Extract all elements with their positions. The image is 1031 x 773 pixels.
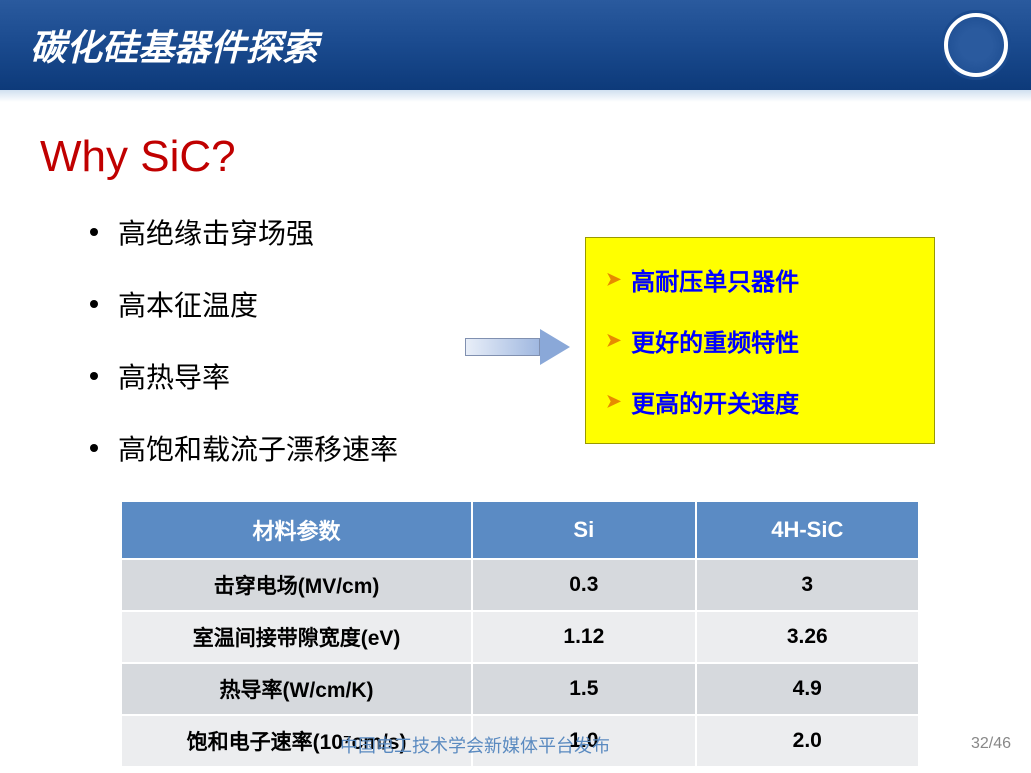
arrow-icon xyxy=(465,332,575,362)
watermark-text: 中国电工技术学会新媒体平台发布 xyxy=(340,732,610,758)
highlight-item: ➤ 更好的重频特性 xyxy=(606,323,914,358)
slide-content: Why SiC? 高绝缘击穿场强 高本征温度 高热导率 高饱和载流子漂移速率 ➤… xyxy=(0,102,1031,768)
slide-header: 碳化硅基器件探索 xyxy=(0,0,1031,90)
table-header: 材料参数 xyxy=(121,501,472,559)
comparison-table: 材料参数 Si 4H-SiC 击穿电场(MV/cm) 0.3 3 室温间接带隙宽… xyxy=(120,500,920,768)
highlight-text: 高耐压单只器件 xyxy=(631,262,799,297)
section-title: Why SiC? xyxy=(40,132,991,182)
table-header-row: 材料参数 Si 4H-SiC xyxy=(121,501,919,559)
table-cell: 4.9 xyxy=(696,663,919,715)
page-current: 32 xyxy=(971,735,989,752)
table-row: 热导率(W/cm/K) 1.5 4.9 xyxy=(121,663,919,715)
table-cell: 击穿电场(MV/cm) xyxy=(121,559,472,611)
highlight-box: ➤ 高耐压单只器件 ➤ 更好的重频特性 ➤ 更高的开关速度 xyxy=(585,237,935,444)
bullet-dot-icon xyxy=(90,372,98,380)
comparison-table-wrap: 材料参数 Si 4H-SiC 击穿电场(MV/cm) 0.3 3 室温间接带隙宽… xyxy=(120,500,920,768)
table-cell: 3.26 xyxy=(696,611,919,663)
chevron-icon: ➤ xyxy=(606,330,621,351)
table-cell: 2.0 xyxy=(696,715,919,767)
table-cell: 1.5 xyxy=(472,663,695,715)
arrow-head xyxy=(540,329,570,365)
bullet-text: 高饱和载流子漂移速率 xyxy=(118,428,398,468)
slide-title: 碳化硅基器件探索 xyxy=(30,19,318,71)
header-divider xyxy=(0,90,1031,102)
page-number: 32/46 xyxy=(971,735,1011,753)
page-total: 46 xyxy=(993,735,1011,752)
highlight-item: ➤ 更高的开关速度 xyxy=(606,384,914,419)
table-cell: 0.3 xyxy=(472,559,695,611)
table-cell: 室温间接带隙宽度(eV) xyxy=(121,611,472,663)
table-row: 击穿电场(MV/cm) 0.3 3 xyxy=(121,559,919,611)
table-cell: 1.12 xyxy=(472,611,695,663)
org-logo xyxy=(941,10,1011,80)
table-row: 室温间接带隙宽度(eV) 1.12 3.26 xyxy=(121,611,919,663)
highlight-text: 更好的重频特性 xyxy=(631,323,799,358)
chevron-icon: ➤ xyxy=(606,391,621,412)
org-logo-inner xyxy=(948,17,1004,73)
table-cell: 热导率(W/cm/K) xyxy=(121,663,472,715)
bullet-text: 高本征温度 xyxy=(118,284,258,324)
arrow-body xyxy=(465,338,540,356)
bullet-dot-icon xyxy=(90,444,98,452)
bullet-dot-icon xyxy=(90,300,98,308)
bullet-text: 高热导率 xyxy=(118,356,230,396)
table-header: 4H-SiC xyxy=(696,501,919,559)
table-cell: 3 xyxy=(696,559,919,611)
bullet-dot-icon xyxy=(90,228,98,236)
table-header: Si xyxy=(472,501,695,559)
highlight-item: ➤ 高耐压单只器件 xyxy=(606,262,914,297)
chevron-icon: ➤ xyxy=(606,269,621,290)
bullet-text: 高绝缘击穿场强 xyxy=(118,212,314,252)
highlight-text: 更高的开关速度 xyxy=(631,384,799,419)
